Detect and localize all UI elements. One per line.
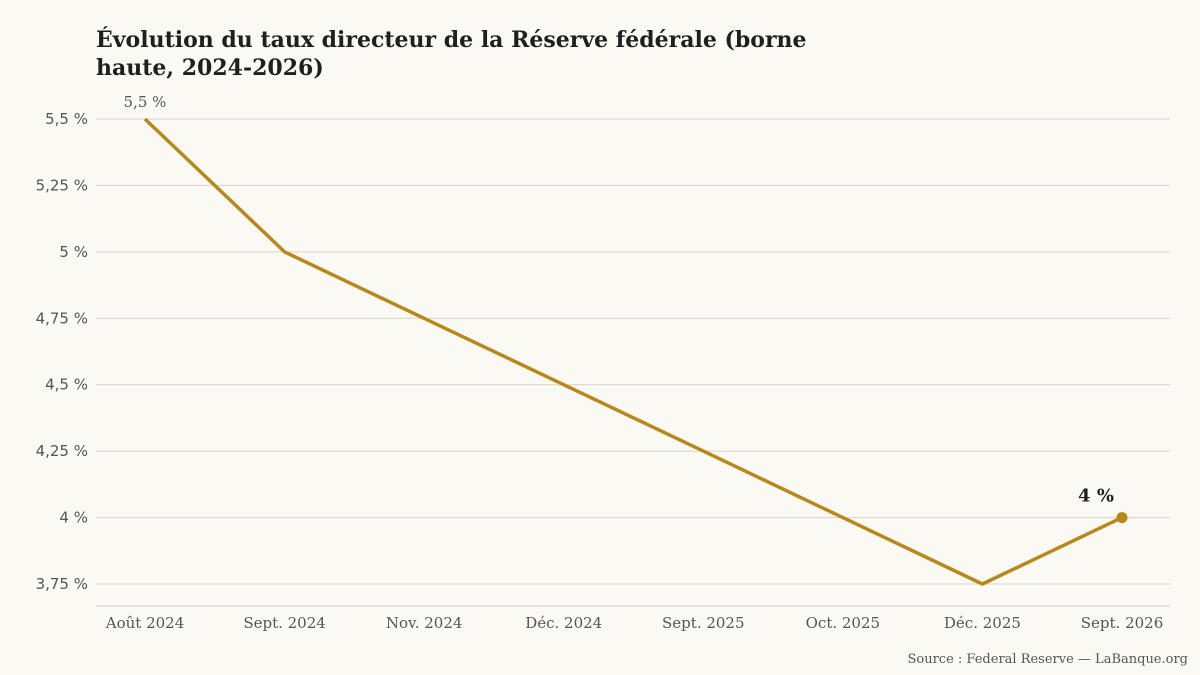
x-tick-label: Déc. 2024	[525, 614, 602, 632]
end-point-marker	[1116, 512, 1128, 524]
x-tick-label: Nov. 2024	[386, 614, 463, 632]
data-labels: 5,5 % 4 %	[124, 93, 1114, 507]
x-tick-label: Oct. 2025	[806, 614, 880, 632]
x-tick-label: Sept. 2026	[1081, 614, 1164, 632]
gridlines	[96, 118, 1170, 585]
x-tick-label: Sept. 2025	[662, 614, 745, 632]
series	[143, 117, 1128, 586]
x-tick-label: Déc. 2025	[944, 614, 1021, 632]
last-value-label: 4 %	[1078, 486, 1114, 507]
y-tick-label: 5,5 %	[45, 110, 88, 128]
y-tick-label: 4,75 %	[36, 309, 88, 327]
y-tick-label: 4,5 %	[45, 376, 88, 394]
y-tick-label: 4,25 %	[36, 442, 88, 460]
y-tick-label: 5,25 %	[36, 176, 88, 194]
x-tick-label: Août 2024	[105, 614, 185, 632]
y-tick-label: 3,75 %	[36, 575, 88, 593]
y-axis-ticks: 5,5 % 5,25 % 5 % 4,75 % 4,5 % 4,25 % 4 % 3,75 %	[36, 110, 88, 593]
x-axis-ticks: Août 2024 Sept. 2024 Nov. 2024 Déc. 2024 Sep…	[96, 605, 1170, 632]
y-tick-label: 4 %	[59, 509, 88, 527]
series-line	[143, 117, 1123, 586]
source-note: Source : Federal Reserve — LaBanque.org	[907, 652, 1188, 667]
x-tick-label: Sept. 2024	[243, 614, 326, 632]
chart-title: Évolution du taux directeur de la Réserv…	[96, 27, 807, 81]
y-tick-label: 5 %	[59, 243, 88, 261]
first-value-label: 5,5 %	[124, 93, 167, 111]
